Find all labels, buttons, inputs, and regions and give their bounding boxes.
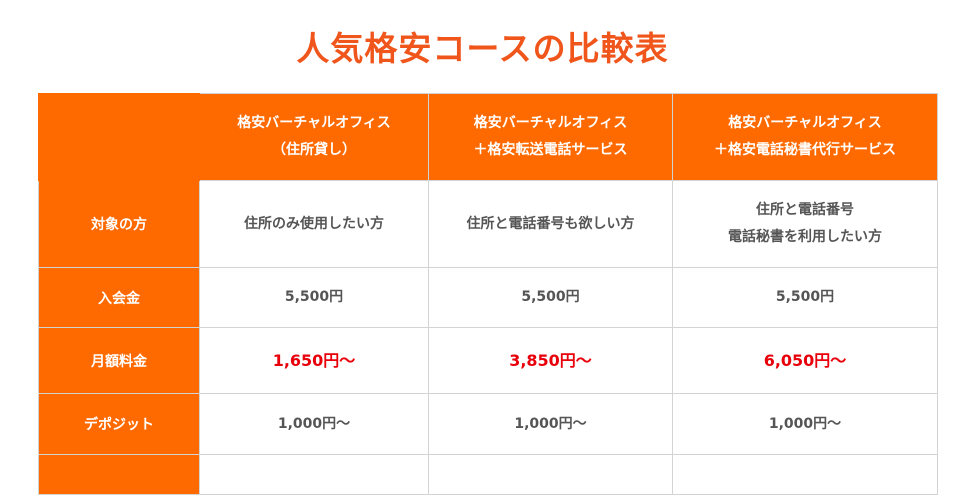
cell-line: 住所と電話番号 [756, 202, 854, 218]
cell-target-phone-secretary: 住所と電話番号 電話秘書を利用したい方 [672, 180, 938, 268]
row-label-partial [38, 454, 200, 495]
row-label-deposit: デポジット [38, 393, 200, 455]
column-header-address-only: 格安バーチャルオフィス （住所貸し） [199, 93, 429, 181]
page-title: 人気格安コースの比較表 [296, 29, 669, 68]
column-header-line1: 格安バーチャルオフィス [728, 115, 882, 131]
table-row-enrollment-fee: 入会金 5,500円 5,500円 5,500円 [38, 267, 938, 328]
cell-monthly-fee-address-only: 1,650円〜 [199, 327, 429, 394]
column-header-line1: 格安バーチャルオフィス [237, 115, 391, 131]
cell-target-call-forwarding: 住所と電話番号も欲しい方 [428, 180, 673, 268]
cell-partial [672, 454, 938, 495]
table-row-deposit: デポジット 1,000円〜 1,000円〜 1,000円〜 [38, 393, 938, 455]
cell-partial [428, 454, 673, 495]
table-row-target: 対象の方 住所のみ使用したい方 住所と電話番号も欲しい方 住所と電話番号 電話秘… [38, 180, 938, 268]
row-label-target: 対象の方 [38, 180, 200, 268]
row-label-monthly-fee: 月額料金 [38, 327, 200, 394]
column-header-call-forwarding: 格安バーチャルオフィス ＋格安転送電話サービス [428, 93, 673, 181]
cell-deposit-phone-secretary: 1,000円〜 [672, 393, 938, 455]
cell-line: 住所と電話番号も欲しい方 [466, 215, 635, 232]
cell-enrollment-fee-phone-secretary: 5,500円 [672, 267, 938, 328]
cell-line: 電話秘書を利用したい方 [728, 229, 882, 245]
cell-enrollment-fee-call-forwarding: 5,500円 [428, 267, 673, 328]
table-row-monthly-fee: 月額料金 1,650円〜 3,850円〜 6,050円〜 [38, 327, 938, 394]
column-header-line1: 格安バーチャルオフィス [473, 115, 628, 131]
comparison-table: 格安バーチャルオフィス （住所貸し） 格安バーチャルオフィス ＋格安転送電話サー… [38, 93, 938, 495]
cell-deposit-address-only: 1,000円〜 [199, 393, 429, 455]
cell-line: 住所のみ使用したい方 [244, 215, 384, 232]
column-header-line2: ＋格安転送電話サービス [473, 142, 628, 158]
cell-monthly-fee-phone-secretary: 6,050円〜 [672, 327, 938, 394]
column-header-line2: ＋格安電話秘書代行サービス [714, 142, 896, 158]
column-header-line2: （住所貸し） [272, 142, 356, 158]
cell-target-address-only: 住所のみ使用したい方 [199, 180, 429, 268]
cell-partial [199, 454, 429, 495]
header-row: 格安バーチャルオフィス （住所貸し） 格安バーチャルオフィス ＋格安転送電話サー… [38, 93, 938, 181]
cell-deposit-call-forwarding: 1,000円〜 [428, 393, 673, 455]
header-corner-cell [38, 93, 200, 181]
column-header-phone-secretary: 格安バーチャルオフィス ＋格安電話秘書代行サービス [672, 93, 938, 181]
table-row-partial [38, 454, 938, 495]
cell-monthly-fee-call-forwarding: 3,850円〜 [428, 327, 673, 394]
row-label-enrollment-fee: 入会金 [38, 267, 200, 328]
cell-enrollment-fee-address-only: 5,500円 [199, 267, 429, 328]
